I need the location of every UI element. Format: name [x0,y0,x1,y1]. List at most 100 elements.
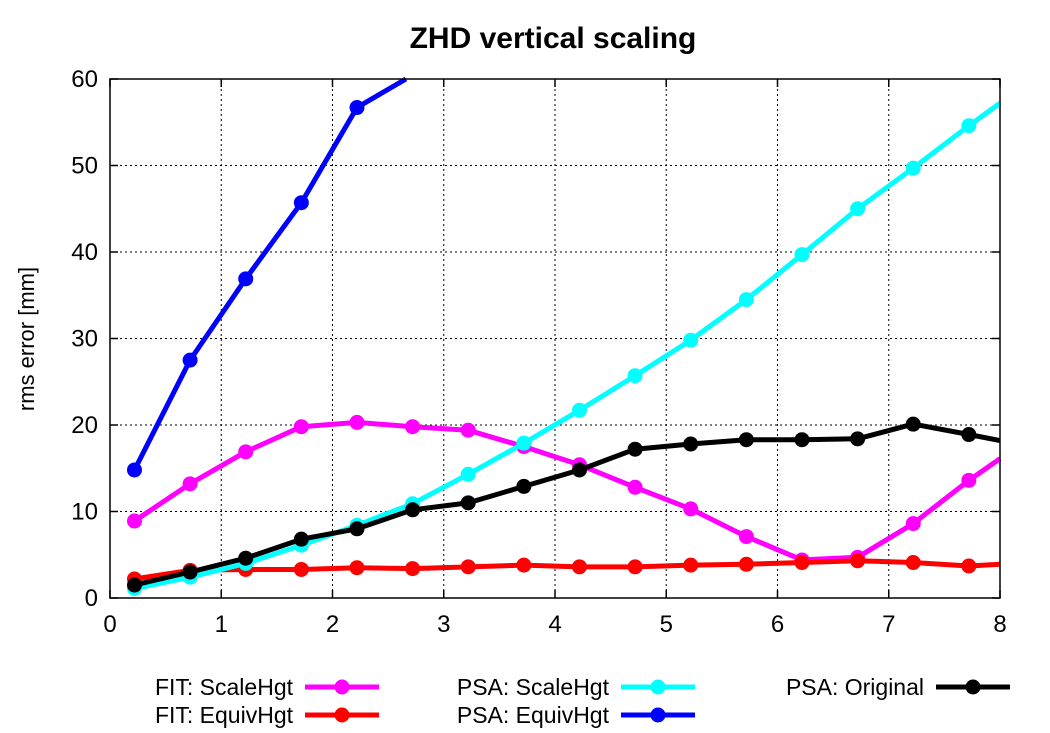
x-tick-label: 2 [326,611,339,638]
data-point [238,550,254,566]
data-point [961,472,977,488]
legend-item-psa-original: PSA: Original [786,674,1010,700]
y-tick-label: 50 [71,153,98,180]
data-point [571,402,587,418]
data-point [126,513,142,529]
data-point [460,422,476,438]
chart-title: ZHD vertical scaling [410,22,697,55]
data-point [238,271,254,287]
data-point [905,416,921,432]
series-psa-original [126,416,1001,593]
data-point [794,555,810,571]
data-point [405,561,421,577]
y-tick-label: 10 [71,499,98,526]
data-point [516,435,532,451]
legend-label: PSA: EquivHgt [457,702,610,728]
x-tick-label: 6 [771,611,784,638]
y-tick-label: 60 [71,66,98,93]
data-point [850,201,866,217]
data-point [126,577,142,593]
data-point [460,495,476,511]
legend-label: FIT: ScaleHgt [155,674,294,700]
data-point [905,555,921,571]
series-psa-equivhgt [126,76,408,478]
legend-label: FIT: EquivHgt [155,702,294,728]
data-point [905,516,921,532]
data-point [238,444,254,460]
data-point [405,419,421,435]
data-point [683,436,699,452]
series-line [134,558,1001,582]
legend-swatch-marker [965,679,981,695]
series-psa-scalehgt [126,101,1002,596]
x-tick-label: 5 [660,611,673,638]
data-point [349,560,365,576]
data-point [961,118,977,134]
data-point [516,478,532,494]
data-point [182,476,198,492]
data-point [460,466,476,482]
legend-label: PSA: Original [786,674,924,700]
series-line [132,76,408,472]
legend-swatch-marker [650,679,666,695]
data-point [293,531,309,547]
data-point [738,556,754,572]
data-point [738,529,754,545]
data-point [738,292,754,308]
data-point [794,247,810,263]
legend-swatch-marker [334,679,350,695]
x-tick-label: 1 [215,611,228,638]
data-point [905,160,921,176]
data-point [571,559,587,575]
data-point [627,559,643,575]
data-point [182,352,198,368]
legend-item-psa-scalehgt: PSA: ScaleHgt [457,674,695,700]
legend-swatch-marker [650,707,666,723]
data-point [460,559,476,575]
data-point [683,332,699,348]
y-tick-label: 0 [85,585,98,612]
data-point [571,462,587,478]
data-point [683,501,699,517]
x-tick-label: 4 [548,611,561,638]
series-line [134,101,1002,591]
y-tick-label: 30 [71,326,98,353]
data-point [516,557,532,573]
data-point [627,479,643,495]
data-point [627,368,643,384]
data-point [293,561,309,577]
x-tick-label: 7 [882,611,895,638]
legend-label: PSA: ScaleHgt [457,674,610,700]
y-tick-label: 40 [71,239,98,266]
data-point [794,432,810,448]
data-point [627,441,643,457]
legend-swatch-marker [334,707,350,723]
x-tick-label: 0 [103,611,116,638]
data-point [126,462,142,478]
legend-item-fit-scalehgt: FIT: ScaleHgt [155,674,379,700]
y-tick-label: 20 [71,412,98,439]
series-line [133,419,1002,563]
data-point [182,564,198,580]
data-point [349,414,365,430]
x-tick-label: 8 [993,611,1006,638]
data-point [293,195,309,211]
data-point [683,557,699,573]
data-point [850,553,866,569]
data-point [293,419,309,435]
y-axis-label: rms error [mm] [14,267,39,411]
data-point [738,432,754,448]
legend-item-fit-equivhgt: FIT: EquivHgt [155,702,379,728]
data-point [850,431,866,447]
x-tick-label: 3 [437,611,450,638]
tick-labels: 0 1 2 3 4 5 6 7 8 0 10 20 30 40 50 60 [71,66,1006,638]
legend-item-psa-equivhgt: PSA: EquivHgt [457,702,695,728]
series-group [126,76,1002,596]
grid [110,79,1000,598]
data-point [349,100,365,116]
data-point [961,427,977,443]
data-point [405,502,421,518]
data-point [349,521,365,537]
